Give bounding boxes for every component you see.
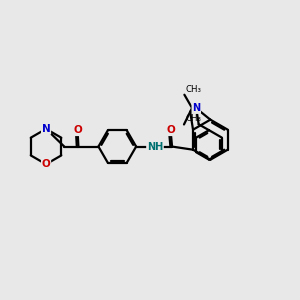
Text: N: N [192, 103, 200, 113]
Text: O: O [42, 159, 50, 169]
Text: O: O [73, 125, 82, 135]
Text: NH: NH [147, 142, 163, 152]
Text: O: O [166, 125, 175, 135]
Text: CH₃: CH₃ [186, 85, 202, 94]
Text: CH₃: CH₃ [185, 114, 201, 123]
Text: N: N [42, 124, 50, 134]
